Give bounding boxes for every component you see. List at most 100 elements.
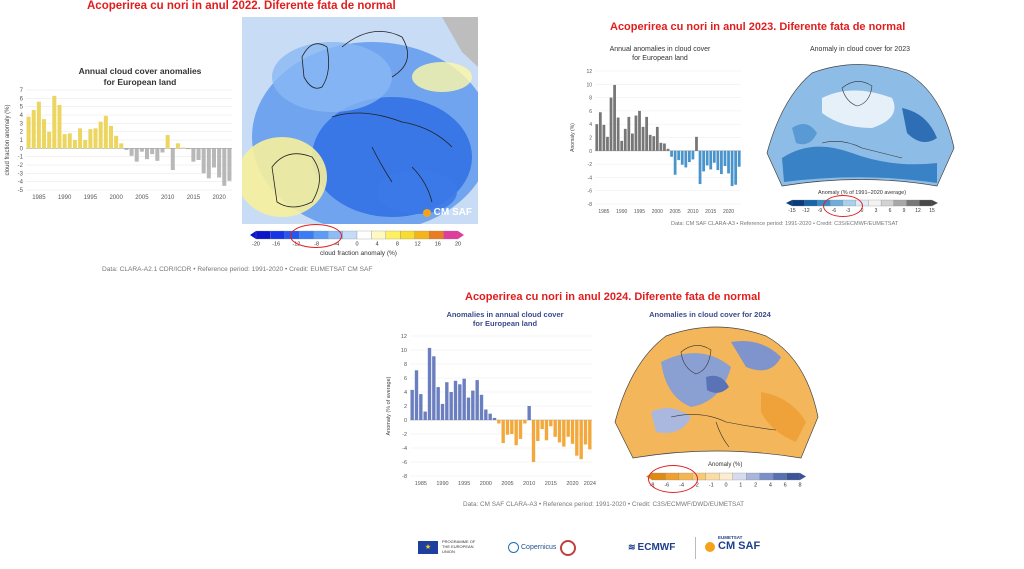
bar: [695, 136, 698, 151]
bar: [727, 150, 730, 174]
bar: [531, 420, 536, 462]
ecmwf-label: ECMWF: [637, 542, 676, 553]
colorbar-swatch: [732, 472, 747, 481]
x-tick-label: 2015: [545, 481, 557, 487]
bar: [655, 126, 659, 151]
colorbar-tick: 1: [739, 483, 742, 489]
bar: [549, 420, 553, 427]
bar: [170, 148, 175, 170]
bar: [471, 390, 475, 420]
bar: [623, 128, 627, 151]
y-tick-label: 2: [20, 130, 24, 136]
title-2022: Acoperirea cu nori in anul 2022. Diferen…: [87, 0, 396, 12]
x-tick-label: 2010: [161, 195, 175, 201]
chart-title-2024-line1: Anomalies in annual cloud cover: [446, 310, 564, 319]
colorbar-tick: -2: [694, 483, 699, 489]
climate-service-logo: [560, 540, 576, 558]
bar: [638, 110, 641, 151]
bar: [631, 133, 634, 151]
bar: [119, 143, 124, 149]
cmsaf-label: CM SAF: [718, 539, 761, 552]
colorbar-swatch: [786, 472, 801, 481]
bar: [553, 420, 557, 437]
bar: [67, 133, 72, 149]
colorbar-tick: 6: [784, 483, 787, 489]
bar: [616, 117, 620, 151]
bar: [445, 382, 449, 420]
bar: [175, 143, 180, 149]
colorbar-swatch: [385, 230, 401, 240]
y-tick-label: 5: [20, 105, 24, 111]
bar: [114, 135, 119, 149]
map-title-2023: Anomaly in cloud cover for 2023: [810, 46, 910, 53]
bar: [150, 148, 155, 155]
bar: [588, 420, 592, 450]
y-tick-label: 8: [404, 362, 407, 368]
bar: [42, 119, 47, 149]
title-2023: Acoperirea cu nori in anul 2023. Diferen…: [610, 21, 906, 33]
bar: [510, 420, 514, 434]
copernicus-label: Copernicus: [521, 544, 557, 551]
colorbar-tick: 4: [769, 483, 772, 489]
colorbar-tick: 12: [415, 242, 421, 248]
bar: [462, 378, 466, 420]
credit-2022: Data: CLARA-A2.1 CDR/ICDR • Reference pe…: [102, 266, 373, 273]
colorbar-swatch: [868, 199, 882, 207]
bar: [31, 110, 36, 149]
y-tick-label: -2: [18, 163, 24, 169]
y-tick-label: 2: [589, 136, 592, 142]
y-tick-label: -1: [18, 155, 24, 161]
bar: [475, 380, 479, 420]
y-tick-label: 8: [589, 96, 592, 102]
title-2024: Acoperirea cu nori in anul 2024. Diferen…: [465, 291, 761, 303]
colorbar-swatch: [443, 230, 459, 240]
bar: [419, 394, 423, 420]
bar: [523, 420, 527, 424]
bar: [663, 143, 666, 151]
y-tick-label: 7: [20, 88, 24, 94]
highlight-circle-2023: [823, 195, 863, 217]
chart-title-2023: Annual anomalies in cloud cover for Euro…: [580, 46, 740, 64]
colorbar-arrow-right: [932, 200, 938, 206]
x-tick-label: 2000: [109, 195, 123, 201]
bar: [52, 95, 57, 149]
bar: [613, 84, 616, 151]
bar: [165, 135, 170, 149]
colorbar-swatch: [772, 472, 787, 481]
y-tick-label: 10: [586, 82, 592, 88]
bar: [709, 150, 713, 170]
colorbar-arrow-left: [786, 200, 792, 206]
x-tick-label: 1995: [84, 195, 98, 201]
x-tick-label: 2010: [687, 209, 698, 215]
y-tick-label: 10: [401, 348, 407, 354]
colorbar-tick: -15: [788, 208, 795, 214]
cloud-anomaly-map-2024: [611, 322, 821, 460]
bar: [449, 392, 453, 420]
bar: [598, 112, 602, 151]
colorbar-swatch: [719, 472, 733, 481]
bar: [466, 397, 471, 420]
colorbar-tick: 16: [435, 242, 441, 248]
colorbar-swatch: [371, 230, 387, 240]
colorbar-swatch: [414, 230, 430, 240]
y-tick-label: -2: [588, 162, 593, 168]
chart-title-2023-line1: Annual anomalies in cloud cover: [609, 46, 711, 53]
colorbar-tick: -16: [272, 242, 280, 248]
y-tick-label: 4: [20, 113, 24, 119]
bar-chart-2023: -8 -6 -4 -2 0 2 4 6 8 10 12 1985 1990 1995 2000 2005 201…: [570, 69, 741, 215]
bar: [641, 126, 645, 151]
x-tick-label: 1990: [436, 481, 448, 487]
bar: [566, 420, 570, 437]
bar: [544, 420, 549, 441]
chart-title-2022-line1: Annual cloud cover anomalies: [78, 66, 202, 76]
bar: [83, 140, 88, 149]
bar: [423, 411, 427, 420]
colorbar-swatch: [746, 472, 760, 481]
colorbar-tick: 0: [861, 208, 864, 214]
x-tick-label: 2020: [566, 481, 578, 487]
bar: [680, 150, 684, 165]
bar: [562, 420, 566, 447]
colorbar-tick: 8: [798, 483, 801, 489]
bar-chart-2022: -5 -4 -3 -2 -1 0 1 2 3 4 5 6 7 1985 1990 1995 2000 2005 20…: [5, 88, 232, 201]
bar: [88, 129, 93, 149]
